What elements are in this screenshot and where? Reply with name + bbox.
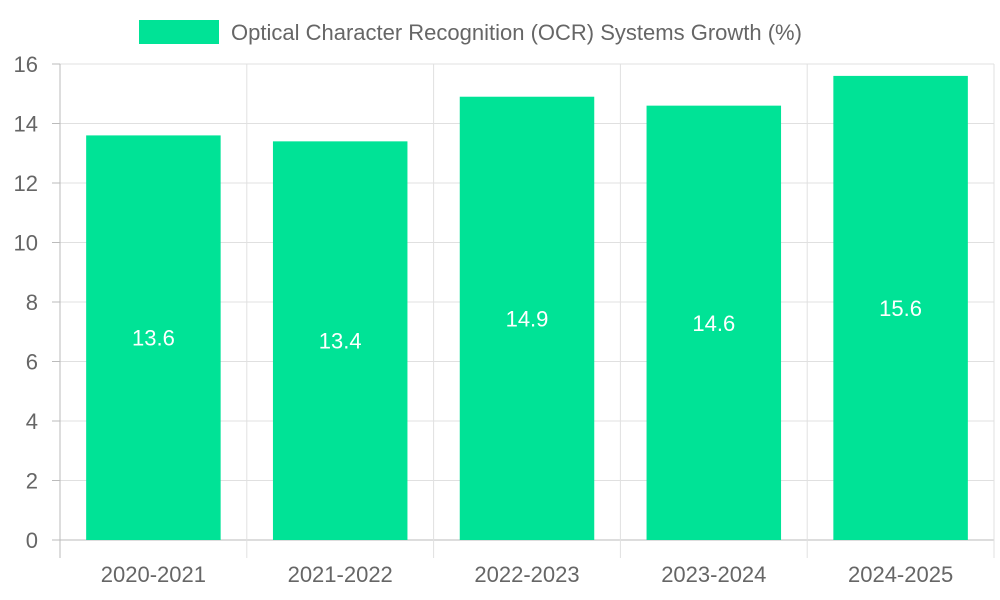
y-tick-label: 14	[14, 112, 38, 137]
bar[interactable]	[833, 75, 968, 541]
x-tick-label: 2022-2023	[474, 562, 579, 587]
bar[interactable]	[272, 141, 408, 540]
legend-label: Optical Character Recognition (OCR) Syst…	[231, 20, 802, 45]
bar-data-label: 14.9	[506, 306, 549, 331]
bar-data-label: 13.6	[132, 326, 175, 351]
bar-data-label: 15.6	[879, 296, 922, 321]
y-tick-label: 12	[14, 171, 38, 196]
y-tick-label: 8	[26, 290, 38, 315]
x-tick-label: 2023-2024	[661, 562, 766, 587]
y-tick-label: 10	[14, 231, 38, 256]
bar[interactable]	[86, 135, 221, 540]
bar-data-label: 14.6	[692, 311, 735, 336]
x-tick-label: 2024-2025	[848, 562, 953, 587]
bar[interactable]	[646, 105, 782, 541]
y-axis-ticks: 0 2 4 6 8 10 12 14 16	[14, 52, 38, 553]
bars	[86, 75, 968, 541]
legend-swatch	[139, 20, 219, 44]
bar[interactable]	[459, 96, 595, 540]
y-tick-label: 16	[14, 52, 38, 77]
y-tick-label: 0	[26, 528, 38, 553]
y-tick-label: 6	[26, 350, 38, 375]
y-tick-label: 4	[26, 409, 38, 434]
axes	[52, 63, 60, 541]
bar-data-label: 13.4	[319, 329, 362, 354]
legend[interactable]: Optical Character Recognition (OCR) Syst…	[139, 20, 802, 45]
x-axis-ticks: 2020-2021 2021-2022 2022-2023 2023-2024 2024…	[101, 562, 953, 587]
y-tick-label: 2	[26, 469, 38, 494]
x-tick-label: 2021-2022	[288, 562, 393, 587]
x-tick-label: 2020-2021	[101, 562, 206, 587]
bar-data-labels: 13.6 13.4 14.9 14.6 15.6	[132, 296, 922, 354]
